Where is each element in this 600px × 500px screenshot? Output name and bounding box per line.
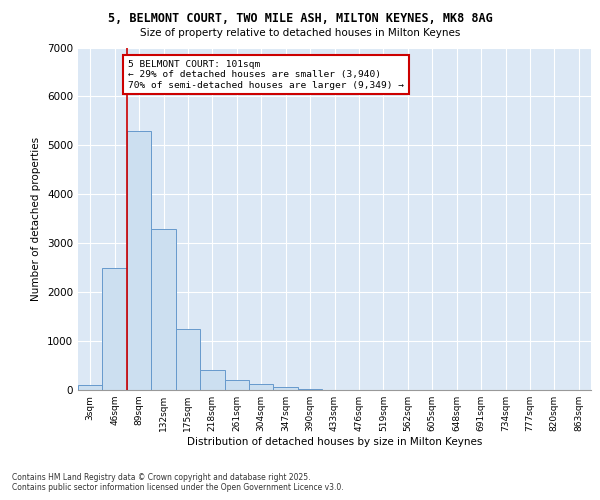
Bar: [127, 130, 151, 390]
X-axis label: Distribution of detached houses by size in Milton Keynes: Distribution of detached houses by size …: [187, 437, 482, 447]
Bar: [274, 386, 298, 390]
Bar: [176, 329, 200, 390]
Bar: [200, 370, 224, 390]
Bar: [224, 380, 249, 390]
Text: Size of property relative to detached houses in Milton Keynes: Size of property relative to detached ho…: [140, 28, 460, 38]
Bar: [298, 388, 322, 390]
Y-axis label: Number of detached properties: Number of detached properties: [31, 136, 41, 301]
Text: 5 BELMONT COURT: 101sqm
← 29% of detached houses are smaller (3,940)
70% of semi: 5 BELMONT COURT: 101sqm ← 29% of detache…: [128, 60, 404, 90]
Text: 5, BELMONT COURT, TWO MILE ASH, MILTON KEYNES, MK8 8AG: 5, BELMONT COURT, TWO MILE ASH, MILTON K…: [107, 12, 493, 26]
Bar: [249, 384, 274, 390]
Bar: [151, 228, 176, 390]
Text: Contains HM Land Registry data © Crown copyright and database right 2025.
Contai: Contains HM Land Registry data © Crown c…: [12, 473, 344, 492]
Bar: [78, 385, 103, 390]
Bar: [103, 268, 127, 390]
